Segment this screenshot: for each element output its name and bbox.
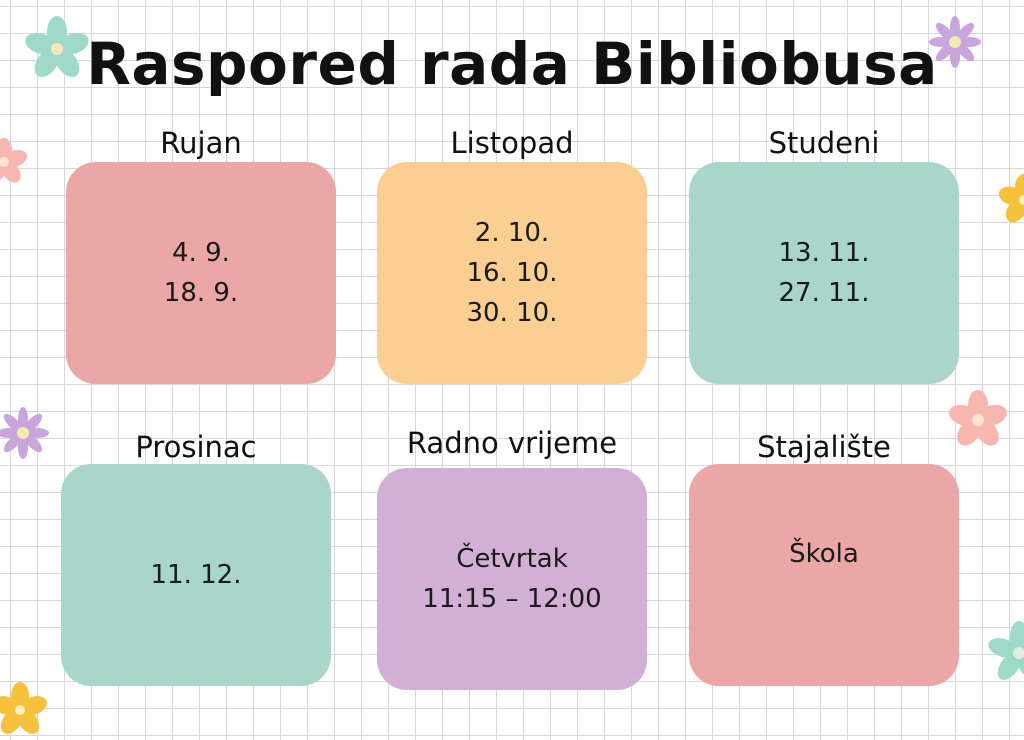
stop-location: Škola bbox=[789, 539, 859, 569]
date-item: 13. 11. bbox=[778, 238, 870, 268]
date-item: 27. 11. bbox=[778, 278, 870, 308]
flower-icon bbox=[949, 390, 1007, 446]
date-item: 2. 10. bbox=[474, 218, 550, 248]
page-title: Raspored rada Bibliobusa bbox=[86, 30, 938, 98]
flower-icon bbox=[929, 16, 981, 68]
working-time: 11:15 – 12:00 bbox=[422, 584, 602, 614]
dates-card: 4. 9. 18. 9. bbox=[66, 162, 336, 384]
month-label: Prosinac bbox=[135, 430, 257, 464]
dates-card: 11. 12. bbox=[61, 464, 331, 686]
working-hours: Radno vrijeme Četvrtak 11:15 – 12:00 bbox=[377, 426, 647, 690]
schedule-listopad: Listopad 2. 10. 16. 10. 30. 10. bbox=[377, 126, 647, 386]
date-item: 18. 9. bbox=[163, 278, 239, 308]
schedule-rujan: Rujan 4. 9. 18. 9. bbox=[66, 126, 336, 386]
stop-card: Škola bbox=[689, 464, 959, 686]
flower-icon bbox=[988, 621, 1024, 680]
dates-card: 2. 10. 16. 10. 30. 10. bbox=[377, 162, 647, 384]
schedule-studeni: Studeni 13. 11. 27. 11. bbox=[689, 126, 959, 386]
working-day: Četvrtak bbox=[456, 544, 568, 574]
working-hours-card: Četvrtak 11:15 – 12:00 bbox=[377, 468, 647, 690]
flower-icon bbox=[0, 407, 49, 459]
month-label: Listopad bbox=[450, 126, 574, 160]
flower-icon bbox=[0, 138, 28, 183]
stop-label: Stajalište bbox=[757, 430, 891, 464]
dates-card: 13. 11. 27. 11. bbox=[689, 162, 959, 384]
date-item: 11. 12. bbox=[150, 560, 242, 590]
schedule-prosinac: Prosinac 11. 12. bbox=[61, 430, 331, 690]
working-hours-label: Radno vrijeme bbox=[406, 426, 618, 460]
month-label: Studeni bbox=[768, 126, 880, 160]
date-item: 4. 9. bbox=[172, 238, 230, 268]
flower-icon bbox=[998, 174, 1024, 223]
month-label: Rujan bbox=[160, 126, 242, 160]
flower-icon bbox=[0, 682, 47, 734]
date-item: 16. 10. bbox=[466, 258, 558, 288]
bus-stop: Stajalište Škola bbox=[689, 430, 959, 690]
date-item: 30. 10. bbox=[466, 298, 558, 328]
flower-icon bbox=[25, 16, 89, 77]
